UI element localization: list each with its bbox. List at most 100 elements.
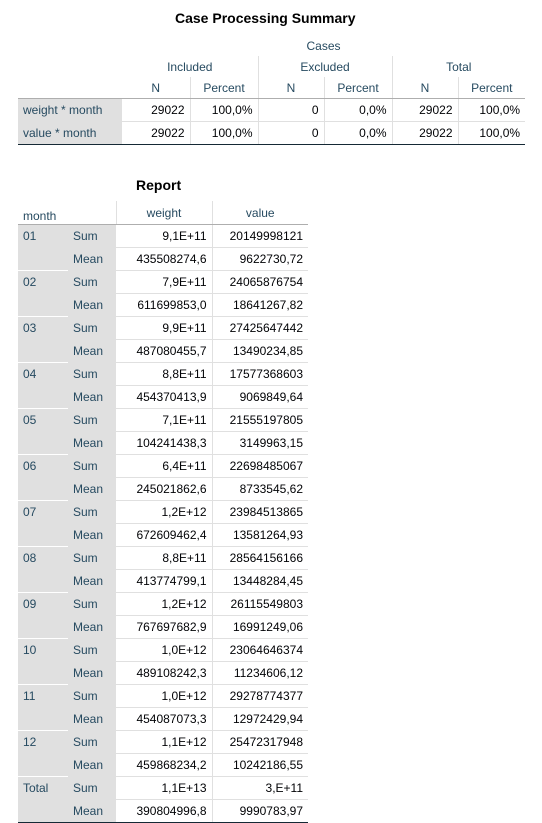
cell: 0 [257, 121, 324, 145]
stat-label: Mean [68, 753, 117, 777]
stat-label: Sum [68, 776, 117, 800]
cell: 11234606,12 [211, 661, 309, 685]
stat-label: Mean [68, 247, 117, 271]
cell: 390804996,8 [116, 799, 213, 823]
table-row: Mean 672609462,4 13581264,93 [18, 523, 309, 547]
subheader-percent: Percent [189, 77, 258, 99]
table-row: 08 Sum 8,8E+11 28564156166 [18, 546, 309, 593]
cell: 100,0% [189, 98, 258, 122]
row-label: weight * month [18, 98, 122, 122]
cell: 8733545,62 [211, 477, 309, 501]
case-processing-summary-title: Case Processing Summary [175, 10, 356, 26]
table-row: 12 Sum 1,1E+12 25472317948 [18, 730, 309, 777]
month-label: 11 [18, 684, 68, 731]
case-processing-summary-table: Cases Included Excluded Total N Percent … [18, 35, 526, 145]
cell: 10242186,55 [211, 753, 309, 777]
cell: 611699853,0 [116, 293, 213, 317]
cell: 24065876754 [211, 270, 309, 294]
table-row: weight * month 29022 100,0% 0 0,0% 29022… [18, 98, 526, 122]
stat-label: Sum [68, 546, 117, 570]
month-header: month [18, 201, 117, 225]
stat-label: Sum [68, 224, 117, 248]
cell: 16991249,06 [211, 615, 309, 639]
cases-header: Cases [306, 38, 341, 53]
cell: 487080455,7 [116, 339, 213, 363]
cell: 20149998121 [211, 224, 309, 248]
month-label: 07 [18, 500, 68, 547]
stat-label: Mean [68, 707, 117, 731]
cell: 13581264,93 [211, 523, 309, 547]
cell: 1,2E+12 [116, 500, 213, 524]
total-header: Total [391, 56, 526, 77]
cell: 672609462,4 [116, 523, 213, 547]
subheader-percent: Percent [457, 77, 526, 99]
table-row: 06 Sum 6,4E+11 22698485067 [18, 454, 309, 501]
table-row: 05 Sum 7,1E+11 21555197805 [18, 408, 309, 455]
cell: 17577368603 [211, 362, 309, 386]
cell: 0 [257, 98, 324, 122]
cell: 9990783,97 [211, 799, 309, 823]
cell: 100,0% [189, 121, 258, 145]
stat-label: Sum [68, 270, 117, 294]
cell: 489108242,3 [116, 661, 213, 685]
cell: 29022 [122, 98, 190, 122]
table-row: value * month 29022 100,0% 0 0,0% 29022 … [18, 121, 526, 145]
cell: 27425647442 [211, 316, 309, 340]
cell: 23064646374 [211, 638, 309, 662]
cell: 7,9E+11 [116, 270, 213, 294]
cell: 1,1E+12 [116, 730, 213, 754]
stat-label: Mean [68, 477, 117, 501]
table-row: 10 Sum 1,0E+12 23064646374 [18, 638, 309, 685]
cell: 435508274,6 [116, 247, 213, 271]
cell: 454087073,3 [116, 707, 213, 731]
table-row: Mean 611699853,0 18641267,82 [18, 293, 309, 317]
cell: 0,0% [323, 121, 392, 145]
stat-label: Sum [68, 592, 117, 616]
cell: 28564156166 [211, 546, 309, 570]
table-row: Mean 489108242,3 11234606,12 [18, 661, 309, 685]
stat-label: Sum [68, 454, 117, 478]
table-row: Mean 487080455,7 13490234,85 [18, 339, 309, 363]
included-header: Included [167, 59, 213, 74]
cell: 0,0% [323, 98, 392, 122]
table-row: Mean 459868234,2 10242186,55 [18, 753, 309, 777]
month-label: 01 [18, 224, 68, 271]
table-row: Total Sum 1,1E+13 3,E+11 [18, 776, 309, 823]
table-row: 01 Sum 9,1E+11 20149998121 [18, 224, 309, 271]
stat-label: Sum [68, 730, 117, 754]
month-label: 08 [18, 546, 68, 593]
cell: 100,0% [457, 98, 526, 122]
value-header: value [211, 201, 309, 225]
cell: 25472317948 [211, 730, 309, 754]
stat-label: Sum [68, 316, 117, 340]
table-row: 04 Sum 8,8E+11 17577368603 [18, 362, 309, 409]
row-label: value * month [18, 121, 122, 145]
table-row: 07 Sum 1,2E+12 23984513865 [18, 500, 309, 547]
subheader-percent: Percent [323, 77, 392, 99]
table-row: 03 Sum 9,9E+11 27425647442 [18, 316, 309, 363]
cell: 22698485067 [211, 454, 309, 478]
subheader-n: N [391, 77, 458, 99]
cell: 6,4E+11 [116, 454, 213, 478]
cell: 1,1E+13 [116, 776, 213, 800]
month-label: 10 [18, 638, 68, 685]
cell: 29022 [122, 121, 190, 145]
month-label: 09 [18, 592, 68, 639]
cell: 13448284,45 [211, 569, 309, 593]
weight-header: weight [115, 201, 213, 225]
cell: 100,0% [457, 121, 526, 145]
month-label: 04 [18, 362, 68, 409]
excluded-header: Excluded [257, 56, 392, 77]
stat-label: Mean [68, 523, 117, 547]
cell: 13490234,85 [211, 339, 309, 363]
cell: 21555197805 [211, 408, 309, 432]
stat-label: Mean [68, 799, 117, 823]
table-row: Mean 454370413,9 9069849,64 [18, 385, 309, 409]
stat-label: Sum [68, 638, 117, 662]
table-row: Mean 767697682,9 16991249,06 [18, 615, 309, 639]
cell: 413774799,1 [116, 569, 213, 593]
report-table: month weight value 01 Sum 9,1E+11 201499981… [18, 201, 309, 823]
stat-label: Mean [68, 569, 117, 593]
cell: 26115549803 [211, 592, 309, 616]
stat-label: Sum [68, 500, 117, 524]
